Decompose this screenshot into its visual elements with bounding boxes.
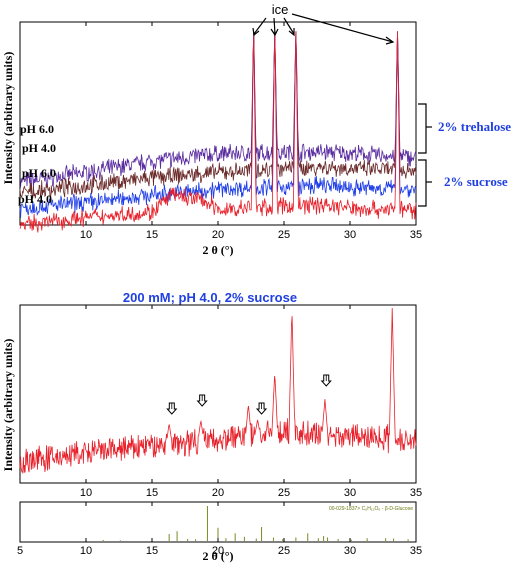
ice-arrowhead-2 <box>270 28 279 37</box>
x-tick-label: 35 <box>410 545 422 557</box>
x-tick-label: 15 <box>146 229 158 241</box>
label-suc-pH4: pH 4.0 <box>18 192 52 206</box>
reference-legend: 00-029-1837> C₆H₁₂O₆ - β-D-Glucose <box>329 506 413 512</box>
trace-2-sucrose-40 <box>19 31 417 233</box>
ice-label: ice <box>272 2 289 17</box>
bottom-x-axis-label: 2 θ (°) <box>202 549 233 563</box>
x-tick-label: 10 <box>80 229 92 241</box>
x-tick-label: 30 <box>344 229 356 241</box>
bracket-sucrose <box>418 159 427 207</box>
ice-arrowhead-4 <box>385 36 395 45</box>
middle-y-axis-label: Intensity (arbitrary units) <box>1 339 15 472</box>
ice-arrow-2 <box>273 17 276 35</box>
middle-peak-arrows <box>166 374 332 415</box>
trace-2-trehalose-60 <box>19 31 417 188</box>
middle-x-ticks: 10 15 20 25 30 35 <box>80 305 422 499</box>
x-tick-label: 15 <box>146 545 158 557</box>
x-tick-label: 35 <box>410 487 422 499</box>
label-suc-pH6: pH 6.0 <box>22 166 56 180</box>
ice-arrows <box>252 13 395 45</box>
trace-2-sucrose-60 <box>19 31 417 218</box>
peak-arrow <box>320 374 332 387</box>
bottom-panel: 5 10 15 20 25 30 35 00-029-1837> C₆H₁₂O₆ - β-D… <box>17 501 422 563</box>
top-panel: 10 15 20 25 30 35 Intensity (arbitrary units)… <box>1 2 511 257</box>
x-tick-label: 10 <box>80 487 92 499</box>
group-label-trehalose: 2% trehalose <box>438 119 511 134</box>
x-tick-label: 30 <box>344 545 356 557</box>
ice-arrow-4 <box>291 13 394 43</box>
x-tick-label: 25 <box>278 229 290 241</box>
ice-arrow-3 <box>283 17 295 35</box>
x-tick-label: 35 <box>410 229 422 241</box>
middle-trace <box>19 307 417 475</box>
middle-panel-title: 200 mM; pH 4.0, 2% sucrose <box>123 290 297 305</box>
top-traces <box>19 31 417 233</box>
peak-arrow <box>196 394 208 407</box>
trace-sucrose-pH4-200mM <box>19 307 417 475</box>
bottom-x-ticks: 5 10 15 20 25 30 35 <box>17 502 422 557</box>
label-treh-pH6: pH 6.0 <box>20 122 54 136</box>
x-tick-label: 30 <box>344 487 356 499</box>
top-x-axis-label: 2 θ (°) <box>202 243 233 257</box>
x-tick-label: 10 <box>80 545 92 557</box>
middle-panel: 200 mM; pH 4.0, 2% sucrose 10 15 20 25 30 35 … <box>1 290 422 499</box>
x-tick-label: 25 <box>278 545 290 557</box>
x-tick-label: 20 <box>212 487 224 499</box>
x-tick-label: 20 <box>212 229 224 241</box>
top-x-ticks: 10 15 20 25 30 35 <box>80 22 422 241</box>
x-tick-label: 15 <box>146 487 158 499</box>
middle-plot-frame <box>19 304 417 484</box>
x-tick-label: 20 <box>212 545 224 557</box>
ice-arrowhead-3 <box>288 28 295 37</box>
trace-2-trehalose-40 <box>19 31 417 199</box>
x-tick-label: 25 <box>278 487 290 499</box>
peak-arrow <box>255 402 268 415</box>
bracket-trehalose <box>418 103 427 154</box>
ice-arrowhead-1 <box>252 27 260 37</box>
peak-arrow <box>166 402 178 415</box>
group-label-sucrose: 2% sucrose <box>444 174 508 189</box>
top-y-axis-label: Intensity (arbitrary units) <box>1 52 15 185</box>
ice-arrow-1 <box>253 17 267 35</box>
top-plot-frame <box>19 21 417 226</box>
x-tick-label: 5 <box>17 545 23 557</box>
label-treh-pH4: pH 4.0 <box>22 141 56 155</box>
